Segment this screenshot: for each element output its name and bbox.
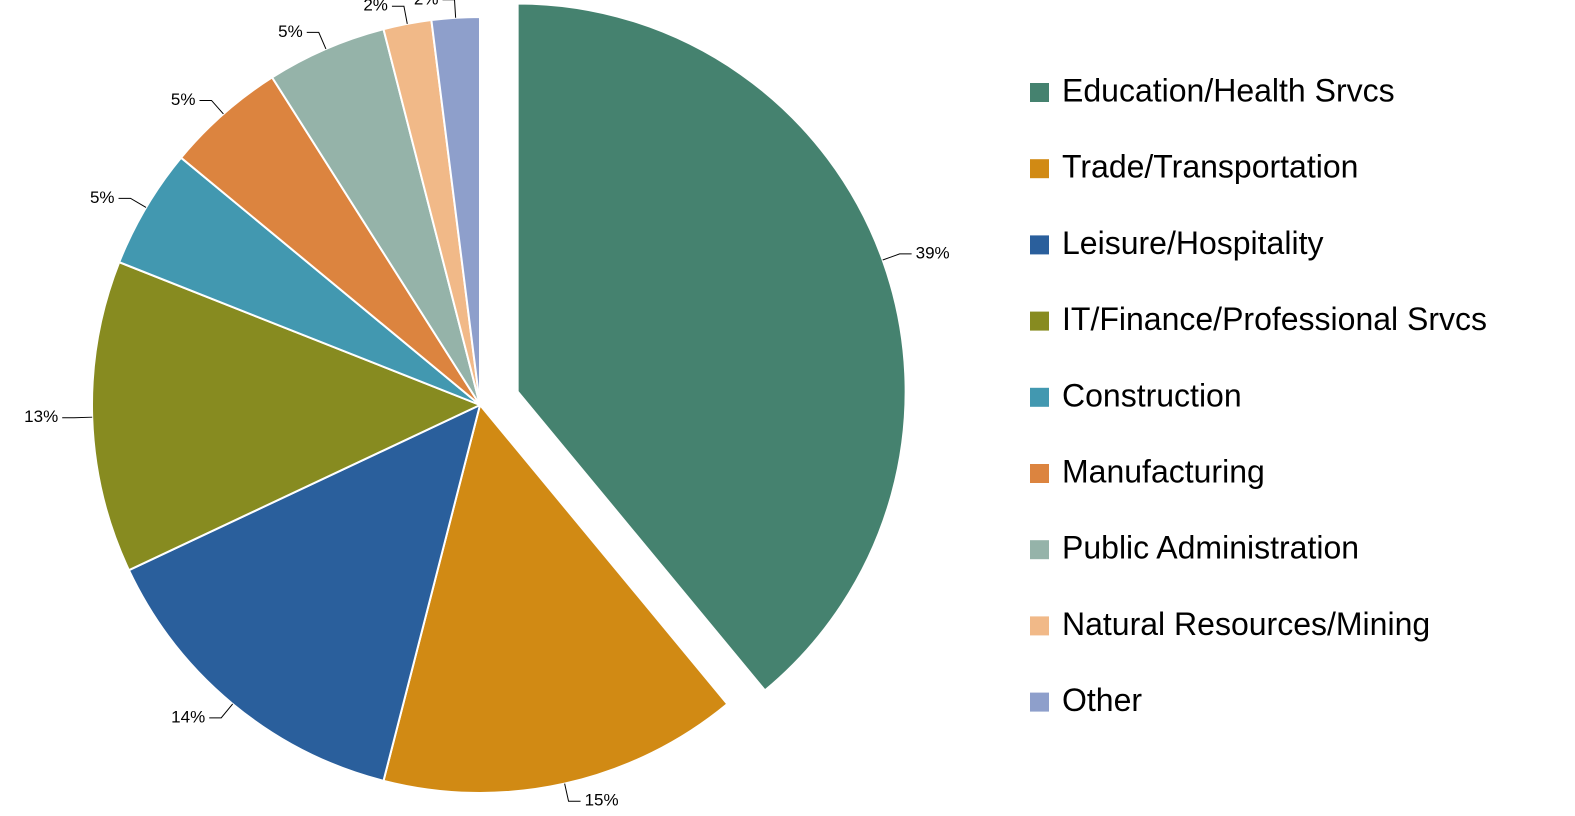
leader-line (442, 0, 457, 18)
value-label: 13% (24, 407, 58, 426)
value-label: 5% (278, 22, 303, 41)
value-label: 14% (171, 707, 205, 726)
legend-label: Public Administration (1062, 530, 1359, 566)
legend-label: Leisure/Hospitality (1062, 225, 1323, 261)
leader-line (118, 197, 147, 208)
legend-swatch (1030, 159, 1049, 179)
legend-label: Construction (1062, 377, 1242, 413)
legend-label: IT/Finance/Professional Srvcs (1062, 301, 1487, 337)
legend-label: Manufacturing (1062, 453, 1265, 489)
legend-swatch (1030, 311, 1049, 331)
value-label: 5% (171, 90, 196, 109)
leader-line (209, 703, 234, 719)
value-label: 39% (916, 243, 950, 262)
legend-swatch (1030, 387, 1049, 407)
legend-swatch (1030, 616, 1049, 636)
legend-label: Trade/Transportation (1062, 149, 1358, 185)
legend-swatch (1030, 235, 1049, 255)
leader-line (199, 99, 224, 115)
pie-slice (382, 402, 729, 794)
value-label: 2% (414, 0, 439, 8)
value-label: 2% (363, 0, 388, 15)
value-label: 5% (90, 188, 115, 207)
pie-slice (91, 260, 483, 572)
legend-swatch (1030, 692, 1049, 712)
leader-line (882, 253, 912, 261)
legend-swatch (1030, 83, 1049, 102)
leader-line (564, 783, 581, 802)
pie-slice (127, 403, 482, 783)
legend-swatch (1030, 464, 1049, 483)
pie-slice (430, 15, 481, 406)
leader-line (62, 416, 93, 419)
legend-swatch (1030, 540, 1049, 560)
legend-label: Education/Health Srvcs (1062, 72, 1395, 108)
leader-line (306, 31, 327, 50)
legend-label: Natural Resources/Mining (1062, 606, 1430, 642)
legend-label: Other (1062, 682, 1142, 718)
value-label: 15% (585, 791, 619, 810)
leader-line (391, 5, 408, 24)
